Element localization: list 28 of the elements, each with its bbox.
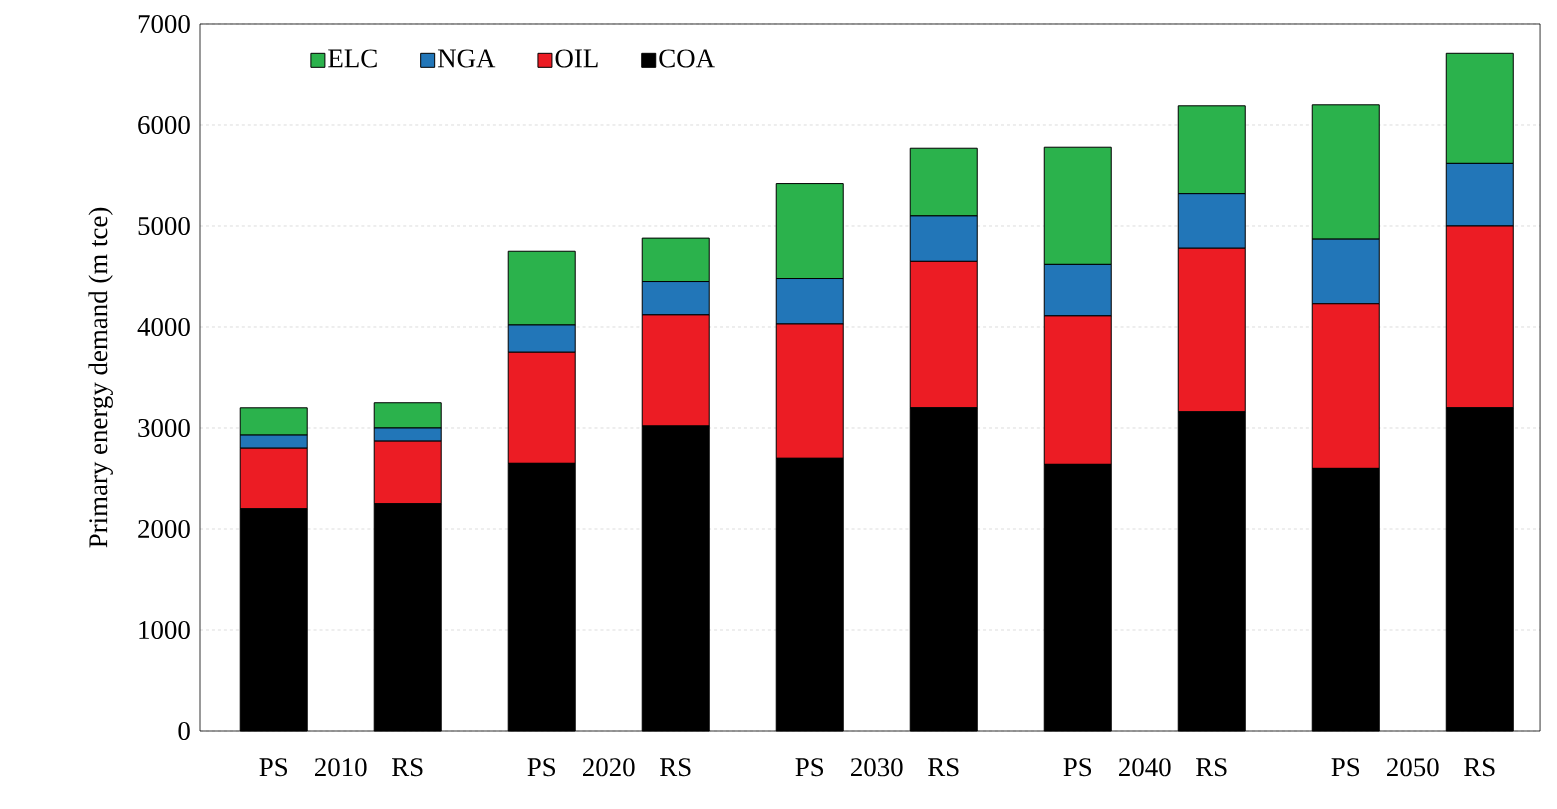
y-tick-label: 1000 [139,620,190,640]
y-tick-label: 3000 [138,418,190,438]
y-tick-label: 6000 [138,115,190,135]
legend-label: NGA [437,49,496,68]
text: 2010 [314,758,367,777]
text: 2030 [851,758,903,777]
y-axis-title: Primary energy demand (m tce) [88,207,113,548]
y-tick-label: 2000 [138,519,190,539]
x-tick-label: PS [1063,758,1092,777]
y-tick-label: 4000 [137,317,190,337]
y-tick-label: 0 [178,721,190,741]
x-tick-label: RS [928,758,959,777]
x-tick-label: RS [1196,758,1227,777]
text: 2040 [1119,758,1171,777]
x-tick-label: PS [795,758,824,777]
x-tick-label: PS [1331,758,1360,777]
x-tick-label: RS [660,758,691,777]
x-tick-label: RS [1464,758,1495,777]
legend-label: ELC [328,49,377,68]
y-tick-label: 5000 [138,216,190,236]
x-tick-label: PS [259,758,287,777]
y-tick-label: 7000 [138,14,190,34]
legend-label: OIL [555,49,598,68]
text: 2050 [1387,758,1439,777]
x-tick-label: PS [527,758,556,777]
legend-label: COA [659,49,715,68]
x-tick-label: RS [392,758,423,777]
text: 2020 [583,758,635,777]
